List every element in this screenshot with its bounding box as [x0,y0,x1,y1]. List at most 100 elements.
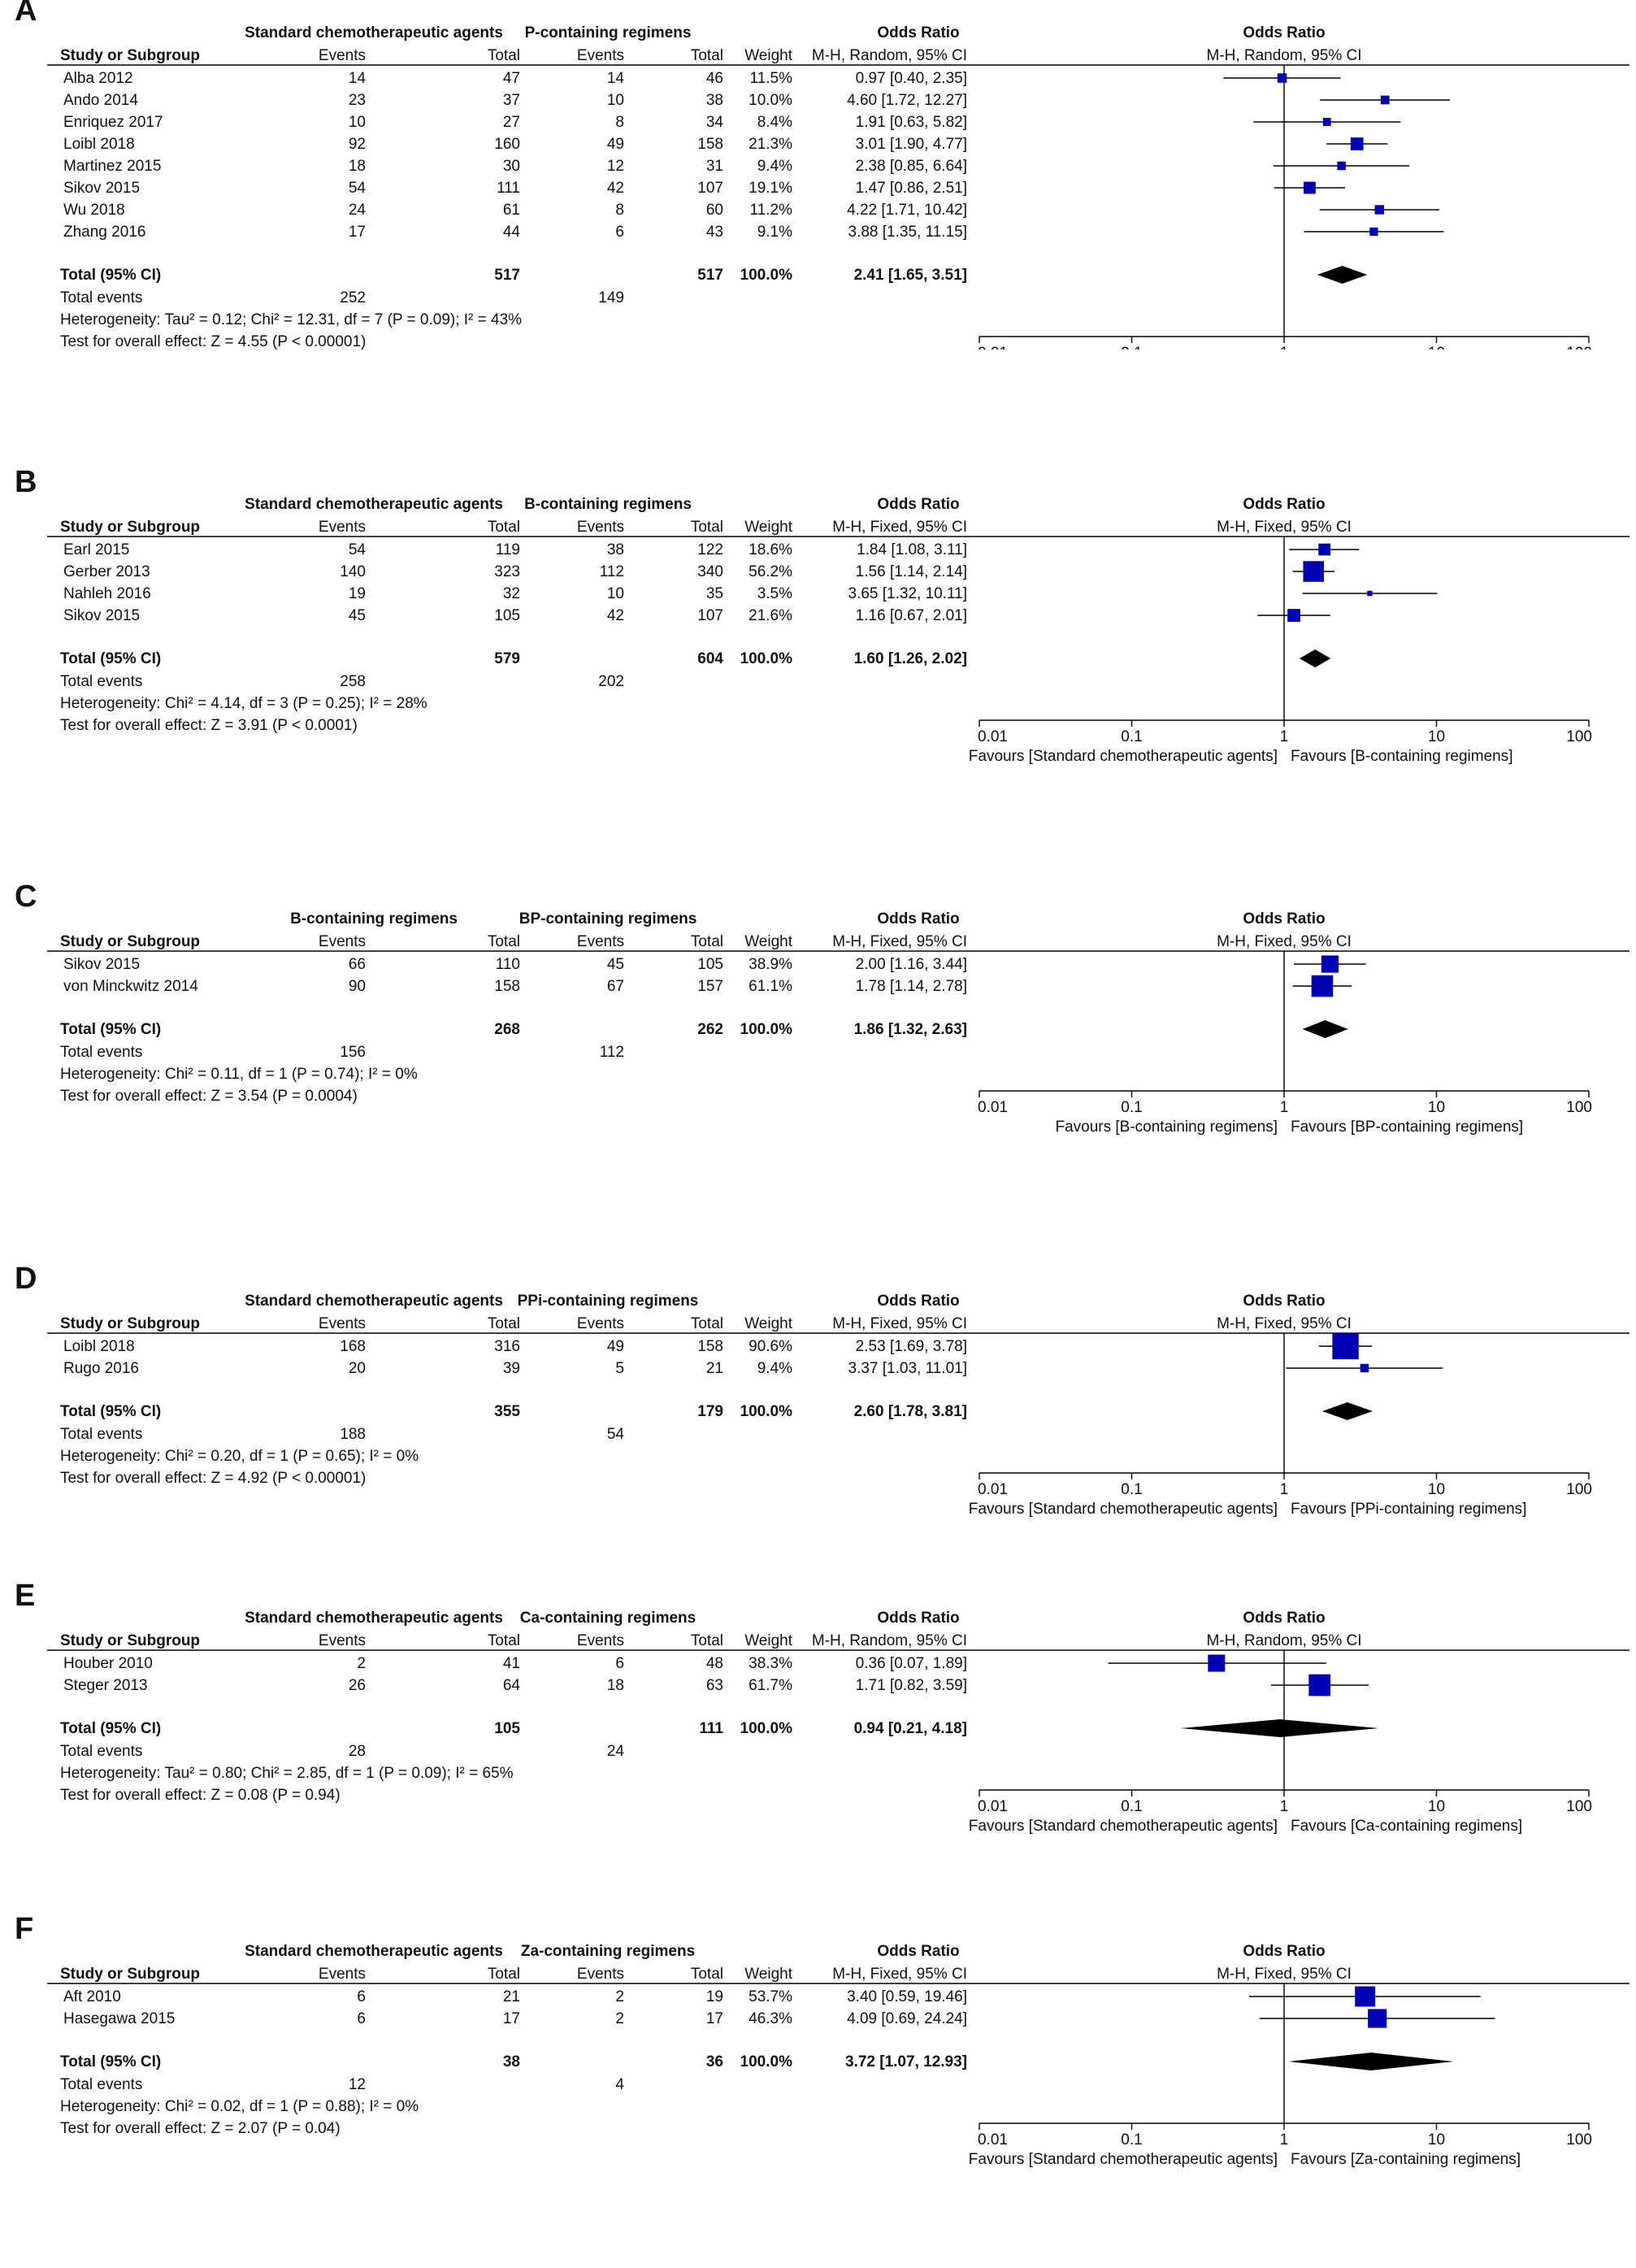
x-tick-label: 0.01 [978,1481,1008,1498]
x-tick-label: 100 [1566,1798,1592,1815]
forest-panel-e: E Standard chemotherapeutic agents Ca-cont… [0,1579,1636,1935]
study-name: Steger 2013 [63,1677,148,1694]
events2-cell: 6 [615,224,624,241]
x-tick-label: 0.1 [1121,345,1142,350]
events1-cell: 17 [349,224,366,241]
heterogeneity-text: Heterogeneity: Chi² = 0.02, df = 1 (P = … [60,2098,419,2115]
group2-header: PPi-containing regimens [518,1293,699,1310]
study-marker [1308,1674,1331,1697]
method-plot-header: M-H, Random, 95% CI [1206,47,1361,64]
group1-header: Standard chemotherapeutic agents [245,1293,503,1310]
study-marker [1311,975,1334,997]
or-header: Odds Ratio [877,1293,959,1310]
events1-col-header: Events [319,1315,366,1332]
total2-cell: 107 [697,180,723,197]
events2-col-header: Events [577,1632,624,1649]
total1-col-header: Total [488,1966,520,1983]
forest-plot-svg: Standard chemotherapeutic agents PPi-cont… [47,1293,1629,1518]
events2-cell: 12 [607,158,624,175]
total-or-ci: 2.60 [1.78, 3.81] [854,1403,967,1420]
favours-left-label: Favours [B-containing regimens] [1055,1119,1278,1136]
total2-cell: 157 [697,978,723,995]
total2-col-header: Total [691,1966,723,1983]
x-tick-label: 0.1 [1121,1099,1142,1116]
total2-col-header: Total [691,933,723,950]
favours-right-label: Favours [BP-containing regimens] [1291,1119,1523,1136]
total1-cell: 32 [503,585,520,602]
weight-col-header: Weight [744,47,793,64]
or-header: Odds Ratio [877,24,959,41]
total-weight: 100.0% [740,650,793,667]
events2-cell: 6 [615,1655,624,1672]
events1-cell: 54 [349,541,367,558]
total1-cell: 110 [496,956,520,973]
or-header: Odds Ratio [877,496,959,513]
events2-cell: 42 [607,180,624,197]
weight-cell: 9.4% [757,1360,792,1377]
weight-cell: 38.9% [749,956,792,973]
total2-cell: 21 [706,1360,723,1377]
total2-cell: 158 [697,1338,723,1355]
study-marker [1337,161,1346,171]
total2-cell: 158 [697,136,723,153]
weight-col-header: Weight [744,1632,793,1649]
weight-col-header: Weight [744,519,793,536]
x-tick-label: 1 [1280,345,1289,350]
group2-header: Ca-containing regimens [520,1610,696,1627]
overall-effect-text: Test for overall effect: Z = 4.92 (P < 0… [60,1470,366,1487]
study-name: Sikov 2015 [63,956,140,973]
total1-sum: 105 [494,1720,520,1737]
weight-cell: 9.1% [757,224,792,241]
total-events-label: Total events [60,2076,142,2093]
overall-effect-text: Test for overall effect: Z = 3.54 (P = 0… [60,1088,358,1105]
total2-sum: 36 [706,2053,723,2070]
or-plot-header: Odds Ratio [1243,496,1325,513]
total2-sum: 604 [697,650,723,667]
events1-cell: 19 [349,585,366,602]
events2-cell: 2 [615,2010,624,2027]
study-name: Rugo 2016 [63,1360,139,1377]
forest-panel-b: B Standard chemotherapeutic agents B-conta… [0,465,1636,821]
study-name: Earl 2015 [63,541,129,558]
panel-letter: C [15,880,37,914]
x-tick-label: 1 [1280,728,1289,745]
study-col-header: Study or Subgroup [60,933,200,950]
panel-letter: A [15,0,37,28]
total1-cell: 158 [494,978,520,995]
or-header: Odds Ratio [877,1943,959,1960]
favours-left-label: Favours [Standard chemotherapeutic agent… [969,748,1278,765]
study-name: Sikov 2015 [63,180,140,197]
total2-cell: 122 [697,541,723,558]
total-events2: 149 [598,289,624,306]
total-label: Total (95% CI) [60,650,161,667]
events1-cell: 90 [349,978,366,995]
x-tick-label: 10 [1428,1481,1445,1498]
total1-cell: 64 [503,1677,521,1694]
weight-cell: 46.3% [749,2010,792,2027]
x-tick-label: 10 [1428,728,1445,745]
x-tick-label: 0.01 [978,728,1008,745]
x-tick-label: 0.1 [1121,1481,1142,1498]
study-marker [1322,118,1331,126]
or-ci-cell: 3.40 [0.59, 19.46] [847,1988,967,2005]
events2-col-header: Events [577,47,624,64]
x-tick-label: 1 [1280,1481,1289,1498]
total-weight: 100.0% [740,1021,793,1038]
heterogeneity-text: Heterogeneity: Chi² = 0.11, df = 1 (P = … [60,1066,418,1083]
total-events1: 188 [340,1426,366,1443]
weight-cell: 10.0% [749,92,792,109]
method-header: M-H, Random, 95% CI [812,47,967,64]
overall-effect-text: Test for overall effect: Z = 0.08 (P = 0… [60,1787,341,1804]
or-ci-cell: 2.53 [1.69, 3.78] [856,1338,967,1355]
events2-cell: 8 [615,202,624,219]
total-events1: 28 [349,1743,366,1760]
total1-sum: 268 [494,1021,520,1038]
or-ci-cell: 1.16 [0.67, 2.01] [856,607,967,624]
total-events-label: Total events [60,1426,142,1443]
events2-cell: 5 [615,1360,624,1377]
total2-cell: 105 [697,956,723,973]
x-tick-label: 10 [1428,1798,1445,1815]
total1-cell: 323 [494,563,520,580]
study-marker [1360,1363,1369,1373]
total2-cell: 35 [706,585,723,602]
